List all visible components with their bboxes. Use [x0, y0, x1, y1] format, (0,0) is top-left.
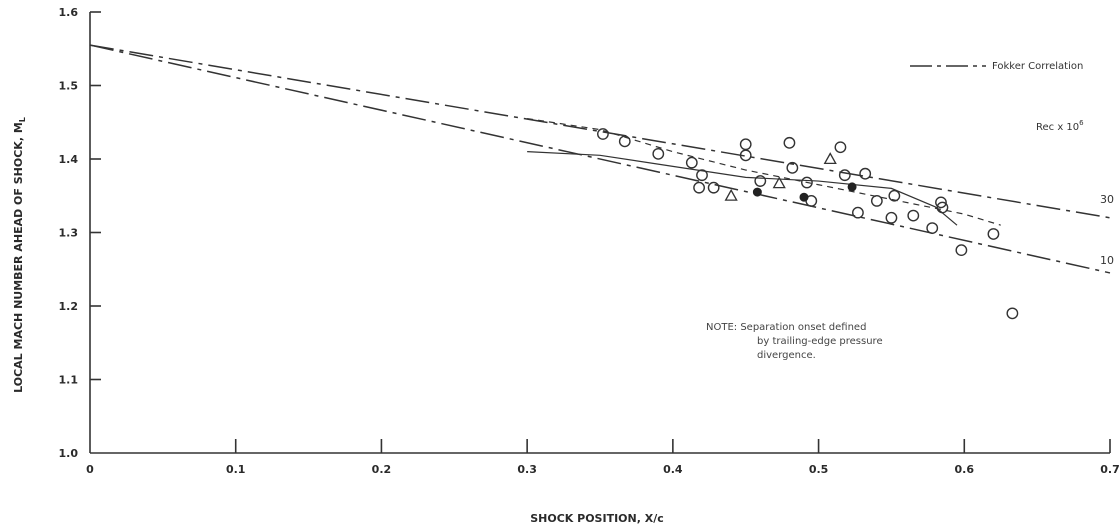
- circle-point: [652, 147, 665, 160]
- y-tick-label: 1.2: [59, 300, 79, 313]
- legend: Fokker Correlation Rec x 106: [910, 61, 1084, 133]
- circle-point: [597, 128, 609, 140]
- correlation-line-0: [89, 44, 1111, 219]
- circle-point: [685, 156, 698, 169]
- circle-point: [907, 209, 920, 222]
- legend-label: Fokker Correlation: [992, 61, 1083, 72]
- circle-point: [696, 169, 708, 182]
- line-label-10: 10: [1100, 254, 1114, 267]
- circle-point: [786, 161, 799, 174]
- reynolds-exponent: 6: [1079, 119, 1084, 127]
- triangle-point: [724, 188, 738, 201]
- note-line-3: divergence.: [757, 350, 816, 361]
- y-tick-label: 1.4: [59, 153, 79, 166]
- line-label-30: 30: [1100, 193, 1114, 206]
- triangle-point: [823, 152, 837, 165]
- circle-point: [955, 244, 968, 257]
- circle-point: [838, 169, 851, 182]
- circle-point: [987, 228, 1000, 240]
- filled-point: [799, 192, 809, 202]
- circle-point: [618, 135, 631, 148]
- axes: 0 0.1 0.2 0.3 0.4 0.5 0.6 0.7 1.0 1.1 1.2 1.3 1.4 1.5…: [59, 6, 1119, 476]
- circle-point: [1006, 307, 1019, 320]
- y-tick-label: 1.6: [59, 6, 79, 19]
- circle-point: [936, 201, 949, 214]
- circle-point: [935, 196, 947, 209]
- y-tick-label: 1.3: [59, 227, 79, 240]
- x-tick-label: 0.2: [372, 463, 392, 476]
- filled-point: [847, 182, 857, 192]
- y-axis-subscript: L: [18, 117, 27, 122]
- circle-point: [801, 176, 813, 189]
- y-tick-label: 1.0: [59, 447, 79, 460]
- correlation-line-2: [527, 151, 958, 226]
- reynolds-header: Rec x 10: [1036, 122, 1079, 133]
- x-tick-label: 0.6: [955, 463, 975, 476]
- y-tick-label: 1.1: [59, 374, 79, 387]
- circle-point: [739, 149, 752, 162]
- circle-point: [852, 206, 864, 219]
- y-axis-title-group: LOCAL MACH NUMBER AHEAD OF SHOCK, ML: [12, 117, 27, 393]
- x-axis-title: SHOCK POSITION, X/c: [530, 512, 664, 525]
- note-line-2: by trailing-edge pressure: [757, 336, 883, 347]
- note-line-1: NOTE: Separation onset defined: [706, 322, 866, 333]
- circle-point: [707, 181, 720, 194]
- y-tick-label: 1.5: [59, 80, 79, 93]
- circle-point: [754, 175, 767, 187]
- correlation-line-1: [89, 44, 1111, 274]
- correlation-lines: [89, 44, 1111, 274]
- circle-point: [693, 181, 705, 194]
- x-tick-label: 0.3: [517, 463, 537, 476]
- note: NOTE: Separation onset defined by traili…: [706, 322, 883, 361]
- x-tick-label: 0: [86, 463, 94, 476]
- filled-point: [752, 187, 762, 197]
- circle-point: [870, 194, 883, 207]
- x-tick-label: 0.5: [809, 463, 829, 476]
- data-points: [597, 128, 1019, 320]
- reynolds-header-group: Rec x 106: [1036, 119, 1084, 133]
- circle-point: [859, 167, 872, 180]
- x-tick-label: 0.7: [1100, 463, 1119, 476]
- svg-text:LOCAL MACH NUMBER AHEAD OF SHO: LOCAL MACH NUMBER AHEAD OF SHOCK, ML: [12, 117, 27, 393]
- circle-point: [783, 136, 796, 149]
- triangle-point: [772, 176, 786, 189]
- circle-point: [834, 141, 847, 154]
- circle-point: [885, 211, 898, 224]
- x-tick-label: 0.1: [226, 463, 246, 476]
- circle-point: [926, 222, 939, 234]
- circle-point: [739, 138, 752, 151]
- x-tick-label: 0.4: [663, 463, 683, 476]
- circle-point: [888, 189, 901, 202]
- y-axis-title: LOCAL MACH NUMBER AHEAD OF SHOCK, M: [12, 122, 25, 393]
